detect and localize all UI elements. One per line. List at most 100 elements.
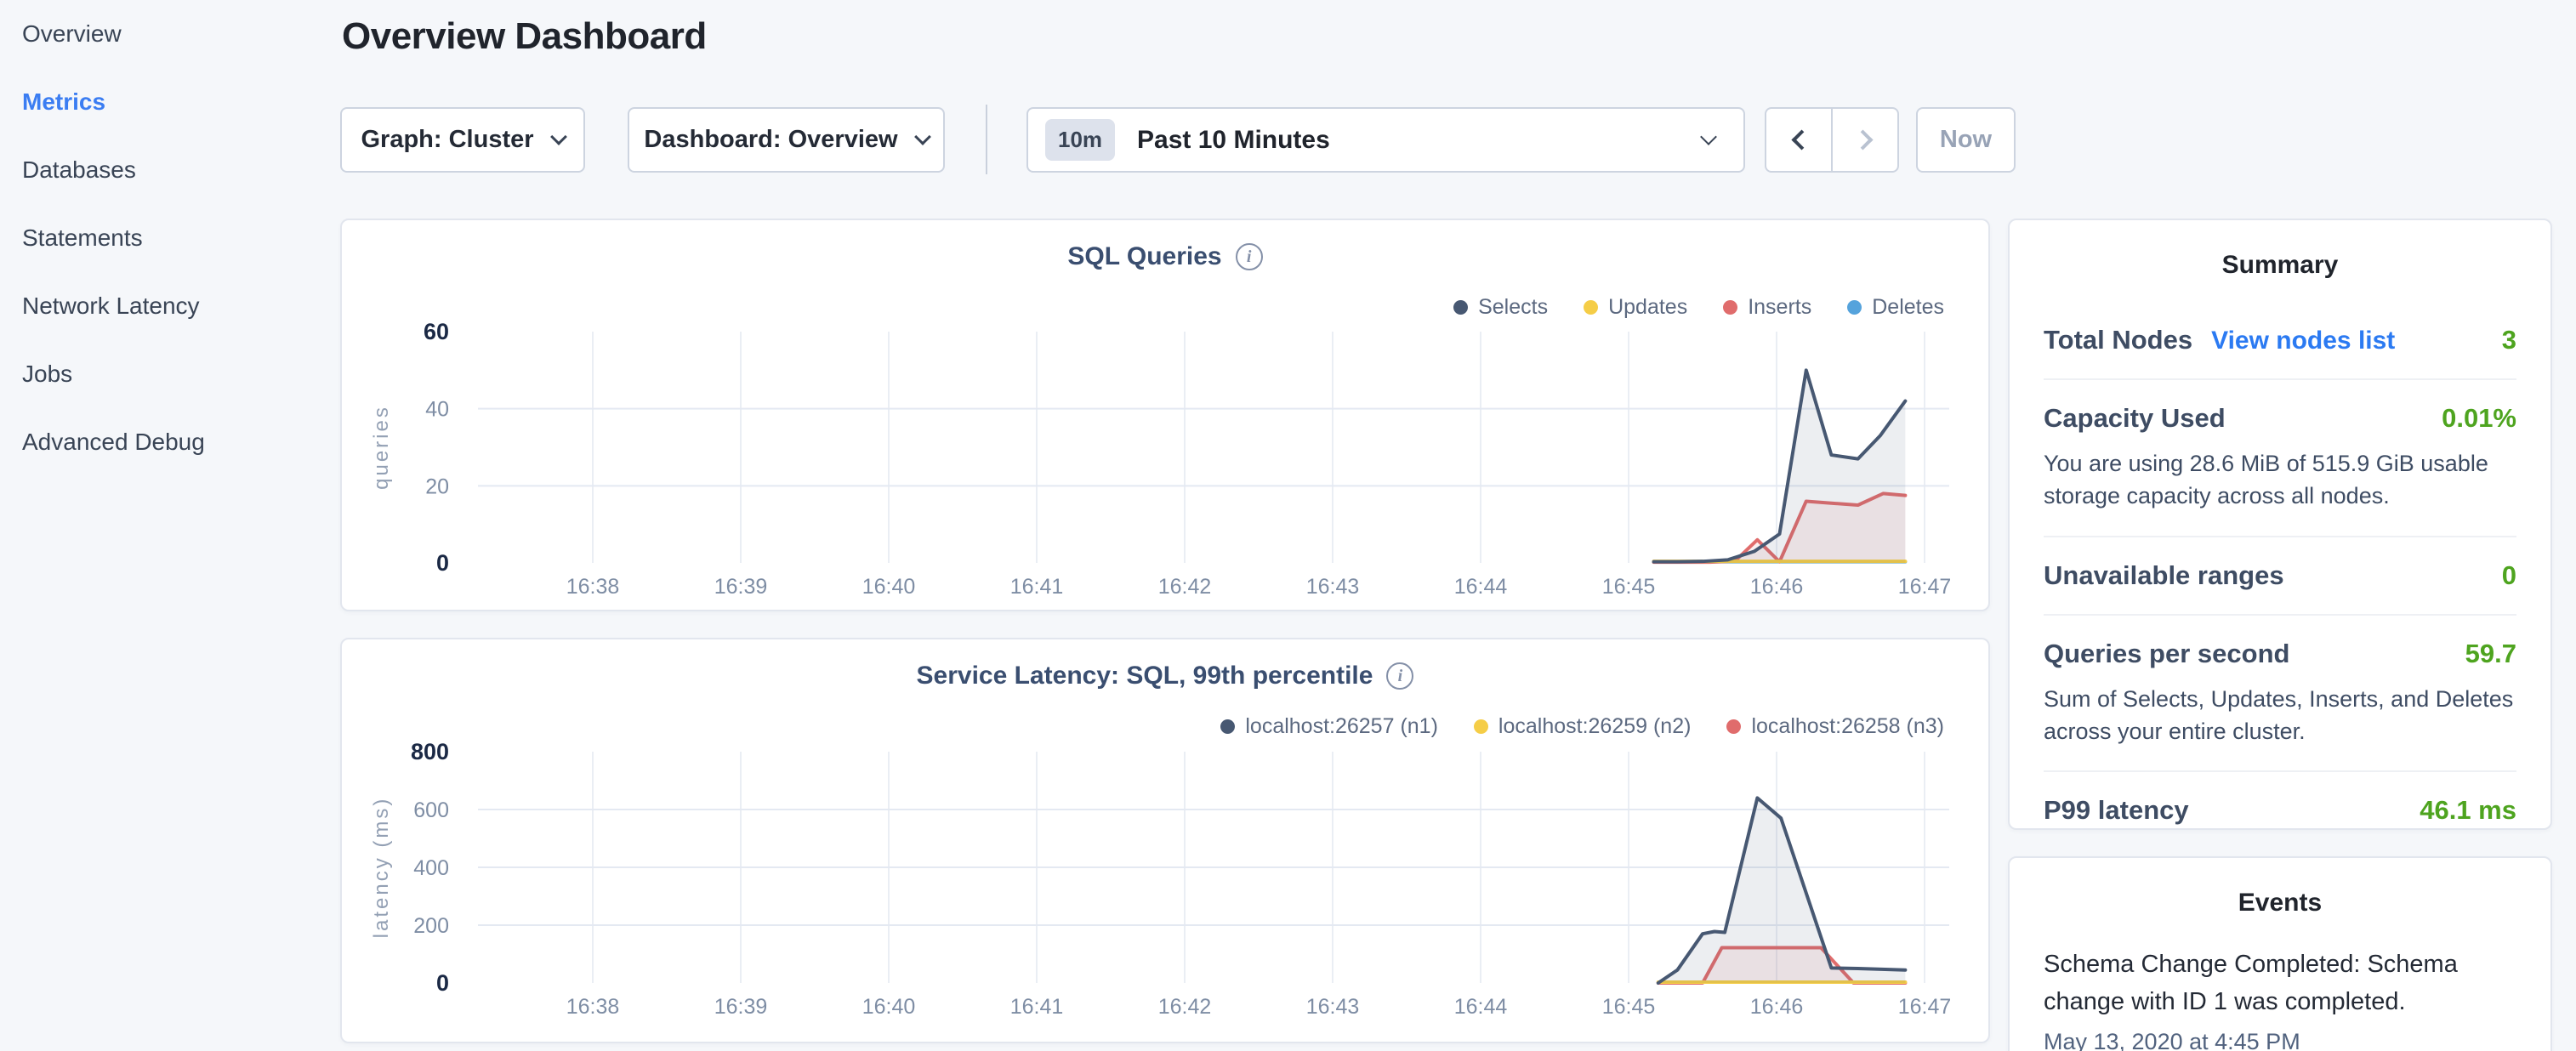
- legend-item[interactable]: Selects: [1453, 295, 1548, 320]
- svg-text:16:41: 16:41: [1010, 575, 1064, 599]
- svg-text:20: 20: [425, 474, 449, 498]
- event-item[interactable]: Schema Change Completed: Schema change w…: [2044, 946, 2516, 1051]
- legend-label: Updates: [1608, 295, 1687, 320]
- sidebar-item-metrics[interactable]: Metrics: [0, 68, 333, 136]
- summary-panel: Summary Total Nodes View nodes list 3 Ca…: [2008, 219, 2552, 830]
- prev-time-button[interactable]: [1766, 109, 1833, 171]
- graph-scope-dropdown[interactable]: Graph: Cluster: [340, 107, 585, 173]
- legend-item[interactable]: Deletes: [1847, 295, 1944, 320]
- legend-item[interactable]: Updates: [1584, 295, 1687, 320]
- sidebar-item-overview[interactable]: Overview: [0, 0, 333, 68]
- summary-description: You are using 28.6 MiB of 515.9 GiB usab…: [2044, 447, 2516, 513]
- svg-text:16:46: 16:46: [1750, 995, 1804, 1019]
- time-range-dropdown[interactable]: 10m Past 10 Minutes: [1026, 107, 1745, 173]
- svg-text:16:43: 16:43: [1306, 995, 1360, 1019]
- svg-text:16:45: 16:45: [1602, 995, 1656, 1019]
- legend-dot-icon: [1847, 300, 1862, 315]
- svg-text:800: 800: [411, 739, 449, 764]
- chevron-down-icon: [914, 128, 931, 145]
- graph-scope-label: Graph: Cluster: [361, 126, 533, 154]
- sidebar-item-jobs[interactable]: Jobs: [0, 340, 333, 408]
- svg-text:16:42: 16:42: [1158, 575, 1212, 599]
- svg-text:600: 600: [413, 798, 449, 822]
- svg-text:16:39: 16:39: [714, 575, 768, 599]
- events-title: Events: [2010, 889, 2550, 917]
- svg-text:60: 60: [424, 319, 449, 344]
- svg-text:200: 200: [413, 914, 449, 938]
- sidebar-item-network-latency[interactable]: Network Latency: [0, 272, 333, 340]
- legend-label: localhost:26258 (n3): [1751, 714, 1944, 739]
- summary-value: 0.01%: [2442, 403, 2516, 434]
- dashboard-dropdown[interactable]: Dashboard: Overview: [628, 107, 945, 173]
- svg-text:latency (ms): latency (ms): [370, 797, 393, 939]
- svg-text:16:44: 16:44: [1454, 575, 1508, 599]
- chevron-right-icon: [1852, 129, 1873, 150]
- chart-legend: Selects Updates Inserts Deletes: [1453, 295, 1944, 320]
- page-title: Overview Dashboard: [342, 15, 707, 58]
- dashboard-label: Dashboard: Overview: [644, 126, 897, 154]
- legend-label: localhost:26259 (n2): [1498, 714, 1692, 739]
- chart-legend: localhost:26257 (n1) localhost:26259 (n2)…: [1220, 714, 1944, 739]
- metrics-page: Overview Metrics Databases Statements Ne…: [0, 0, 2576, 1051]
- legend-item[interactable]: Inserts: [1723, 295, 1811, 320]
- sidebar-item-statements[interactable]: Statements: [0, 204, 333, 272]
- svg-text:40: 40: [425, 398, 449, 422]
- event-text: Schema Change Completed: Schema change w…: [2044, 946, 2516, 1020]
- svg-text:16:46: 16:46: [1750, 575, 1804, 599]
- event-timestamp: May 13, 2020 at 4:45 PM: [2044, 1029, 2516, 1051]
- events-panel: Events Schema Change Completed: Schema c…: [2008, 856, 2552, 1051]
- svg-text:16:41: 16:41: [1010, 995, 1064, 1019]
- summary-label: Capacity Used: [2044, 403, 2226, 434]
- info-icon[interactable]: i: [1386, 662, 1413, 690]
- svg-text:16:45: 16:45: [1602, 575, 1656, 599]
- svg-text:queries: queries: [370, 405, 393, 490]
- summary-row-p99-latency: P99 latency 46.1 ms: [2044, 772, 2516, 849]
- svg-text:0: 0: [436, 550, 449, 576]
- sidebar-item-databases[interactable]: Databases: [0, 136, 333, 204]
- chevron-left-icon: [1791, 129, 1811, 150]
- svg-text:0: 0: [436, 970, 449, 996]
- summary-label: Total Nodes: [2044, 325, 2192, 355]
- svg-text:400: 400: [413, 856, 449, 880]
- next-time-button[interactable]: [1833, 109, 1897, 171]
- summary-label: Queries per second: [2044, 639, 2289, 669]
- summary-value: 59.7: [2465, 639, 2516, 669]
- legend-label: Deletes: [1872, 295, 1944, 320]
- summary-title: Summary: [2010, 251, 2550, 280]
- service-latency-chart: 16:3816:3916:4016:4116:4216:4316:4416:45…: [342, 639, 1992, 1045]
- legend-item[interactable]: localhost:26258 (n3): [1726, 714, 1944, 739]
- legend-dot-icon: [1453, 300, 1468, 315]
- svg-text:16:38: 16:38: [566, 575, 620, 599]
- sidebar-item-advanced-debug[interactable]: Advanced Debug: [0, 408, 333, 476]
- chevron-down-icon: [1700, 128, 1717, 145]
- summary-row-unavailable-ranges: Unavailable ranges 0: [2044, 537, 2516, 616]
- time-range-badge: 10m: [1045, 119, 1115, 161]
- legend-item[interactable]: localhost:26259 (n2): [1474, 714, 1692, 739]
- sidebar: Overview Metrics Databases Statements Ne…: [0, 0, 333, 1051]
- legend-item[interactable]: localhost:26257 (n1): [1220, 714, 1438, 739]
- sql-queries-chart-card: SQL Queries i SelectsUpdatesInsertsDelet…: [340, 219, 1990, 611]
- svg-text:16:47: 16:47: [1898, 575, 1952, 599]
- time-step-buttons: [1765, 107, 1899, 173]
- svg-text:16:40: 16:40: [862, 995, 916, 1019]
- info-icon[interactable]: i: [1236, 243, 1263, 270]
- summary-label: P99 latency: [2044, 795, 2189, 826]
- summary-value: 3: [2502, 325, 2516, 355]
- chevron-down-icon: [550, 128, 567, 145]
- now-button[interactable]: Now: [1916, 107, 2016, 173]
- view-nodes-list-link[interactable]: View nodes list: [2211, 327, 2395, 355]
- summary-label: Unavailable ranges: [2044, 560, 2284, 591]
- sql-queries-chart: 16:3816:3916:4016:4116:4216:4316:4416:45…: [342, 220, 1992, 613]
- legend-dot-icon: [1726, 719, 1741, 734]
- svg-text:16:47: 16:47: [1898, 995, 1952, 1019]
- legend-label: Selects: [1478, 295, 1548, 320]
- chart-title: Service Latency: SQL, 99th percentile: [917, 662, 1373, 690]
- summary-value: 0: [2502, 560, 2516, 591]
- legend-dot-icon: [1723, 300, 1737, 315]
- svg-text:16:40: 16:40: [862, 575, 916, 599]
- summary-row-capacity-used: Capacity Used 0.01% You are using 28.6 M…: [2044, 380, 2516, 537]
- svg-text:16:44: 16:44: [1454, 995, 1508, 1019]
- svg-text:16:39: 16:39: [714, 995, 768, 1019]
- legend-dot-icon: [1584, 300, 1598, 315]
- legend-dot-icon: [1220, 719, 1235, 734]
